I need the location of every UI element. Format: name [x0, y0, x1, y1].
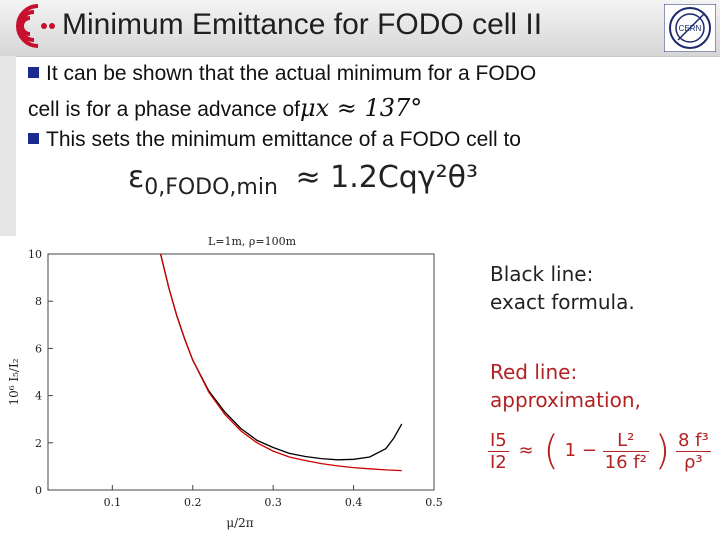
legend-black-line2: exact formula. — [490, 290, 635, 314]
y-tick-label: 4 — [35, 390, 42, 403]
approx-mid-den: 16 f² — [604, 451, 647, 473]
x-tick-label: 0.3 — [264, 496, 282, 509]
legend-black-line1: Black line: — [490, 262, 594, 286]
y-tick-label: 8 — [35, 295, 42, 308]
bullet-square-icon — [28, 133, 39, 144]
bullet-1-text: It can be shown that the actual minimum … — [46, 62, 537, 85]
legend-red: Red line: approximation, — [490, 358, 641, 414]
approx-one: 1 − — [564, 440, 597, 461]
approx-right-fraction: 8 f³ ρ³ — [675, 429, 711, 473]
phase-advance-math: μx ≈ 137° — [300, 94, 423, 122]
y-tick-label: 0 — [35, 484, 42, 497]
bullet-1-text2: cell is for a phase advance of — [28, 98, 300, 121]
approx-sign: ≈ — [518, 440, 534, 461]
approx-lhs-num: I5 — [488, 429, 509, 452]
close-paren: ) — [654, 428, 671, 474]
cern-logo-icon: CERN — [664, 4, 716, 52]
y-axis-label: 10⁶ I₅/I₂ — [7, 358, 21, 405]
left-accent-bar — [0, 56, 16, 236]
min-emittance-formula: ε0,FODO,min ≈ 1.2Cqγ²θ³ — [128, 160, 478, 200]
lab-logo-icon — [16, 4, 55, 48]
series-line-approximation — [159, 253, 402, 472]
slide-title: Minimum Emittance for FODO cell II — [62, 8, 543, 41]
approx-mid-num: L² — [602, 430, 649, 452]
bullet-2: This sets the minimum emittance of a FOD… — [28, 128, 521, 152]
approx-right-num: 8 f³ — [675, 429, 711, 452]
bullet-1: It can be shown that the actual minimum … — [28, 62, 536, 86]
svg-text:CERN: CERN — [679, 24, 702, 33]
bullet-square-icon — [28, 67, 39, 78]
approximation-formula: I5 I2 ≈ ( 1 − L² 16 f² ) 8 f³ ρ³ — [488, 428, 711, 474]
emittance-plot: L=1m, ρ=100m 0.1 0.2 0.3 0.4 0.5 0 2 4 6 8 10 μ/2π… — [7, 235, 443, 530]
y-tick-label: 10 — [28, 248, 42, 261]
bullet-1-continued: cell is for a phase advance ofμx ≈ 137° — [28, 94, 422, 122]
legend-black: Black line: exact formula. — [490, 260, 635, 316]
y-tick-label: 6 — [35, 342, 42, 355]
legend-red-line2: approximation, — [490, 388, 641, 412]
series-line-exact — [159, 253, 403, 461]
x-tick-label: 0.2 — [184, 496, 202, 509]
x-axis-label: μ/2π — [226, 516, 253, 530]
approx-right-den: ρ³ — [683, 451, 703, 473]
open-paren: ( — [543, 428, 559, 474]
x-tick-label: 0.5 — [425, 496, 443, 509]
slide-header: Minimum Emittance for FODO cell II CERN — [0, 0, 720, 57]
y-tick-label: 2 — [35, 437, 42, 450]
formula-lhs-sub: 0,FODO,min — [144, 175, 278, 200]
approx-lhs-den: I2 — [490, 451, 507, 473]
plot-frame — [47, 253, 435, 491]
bullet-2-text: This sets the minimum emittance of a FOD… — [46, 128, 521, 151]
approx-lhs-fraction: I5 I2 — [488, 430, 509, 473]
x-tick-label: 0.1 — [104, 496, 122, 509]
approx-mid-fraction: L² 16 f² — [602, 430, 649, 473]
formula-rhs: ≈ 1.2Cqγ²θ³ — [295, 160, 479, 195]
legend-red-line1: Red line: — [490, 360, 578, 384]
x-tick-label: 0.4 — [345, 496, 363, 509]
formula-lhs: ε — [128, 160, 145, 195]
plot-title: L=1m, ρ=100m — [208, 235, 297, 248]
